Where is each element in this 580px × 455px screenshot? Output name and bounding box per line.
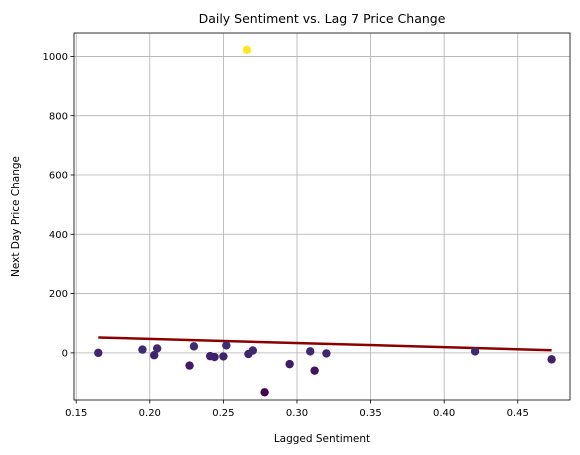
data-point	[310, 366, 319, 375]
data-point	[470, 347, 480, 356]
y-tick-label: 600	[49, 171, 68, 182]
y-tick-label: 400	[49, 230, 68, 241]
data-point	[285, 359, 294, 369]
y-tick-label: 0	[62, 348, 68, 359]
x-axis-ticks: 0.15 0.20 0.25 0.30 0.35 0.40 0.45	[65, 400, 529, 419]
x-axis-label: Lagged Sentiment	[274, 433, 370, 445]
data-point	[185, 361, 194, 370]
data-point	[322, 349, 331, 358]
data-point	[219, 352, 228, 361]
data-point	[306, 347, 315, 356]
data-point	[210, 352, 219, 362]
data-point	[138, 345, 147, 354]
x-tick-label: 0.40	[433, 408, 455, 419]
x-tick-label: 0.20	[139, 408, 161, 419]
y-axis-label: Next Day Price Change	[10, 156, 22, 277]
data-point	[94, 348, 103, 358]
y-tick-label: 800	[49, 111, 68, 122]
plot-frame	[73, 32, 571, 401]
data-point	[547, 355, 556, 364]
data-point	[248, 346, 258, 355]
x-tick-label: 0.35	[359, 408, 381, 419]
y-axis-ticks: 0 200 400 600 800 1000	[43, 52, 74, 359]
data-point	[152, 344, 162, 353]
y-tick-label: 1000	[43, 52, 68, 63]
x-tick-label: 0.25	[212, 408, 234, 419]
x-tick-label: 0.45	[507, 408, 529, 419]
data-points	[94, 45, 556, 397]
data-point	[150, 351, 159, 360]
x-tick-label: 0.15	[65, 408, 87, 419]
data-point	[242, 45, 252, 55]
data-point	[260, 388, 269, 397]
chart-title: Daily Sentiment vs. Lag 7 Price Change	[199, 11, 446, 26]
grid-lines	[74, 33, 570, 400]
data-point	[222, 341, 231, 350]
y-tick-label: 200	[49, 289, 68, 300]
data-point	[189, 342, 199, 351]
x-tick-label: 0.30	[286, 408, 308, 419]
